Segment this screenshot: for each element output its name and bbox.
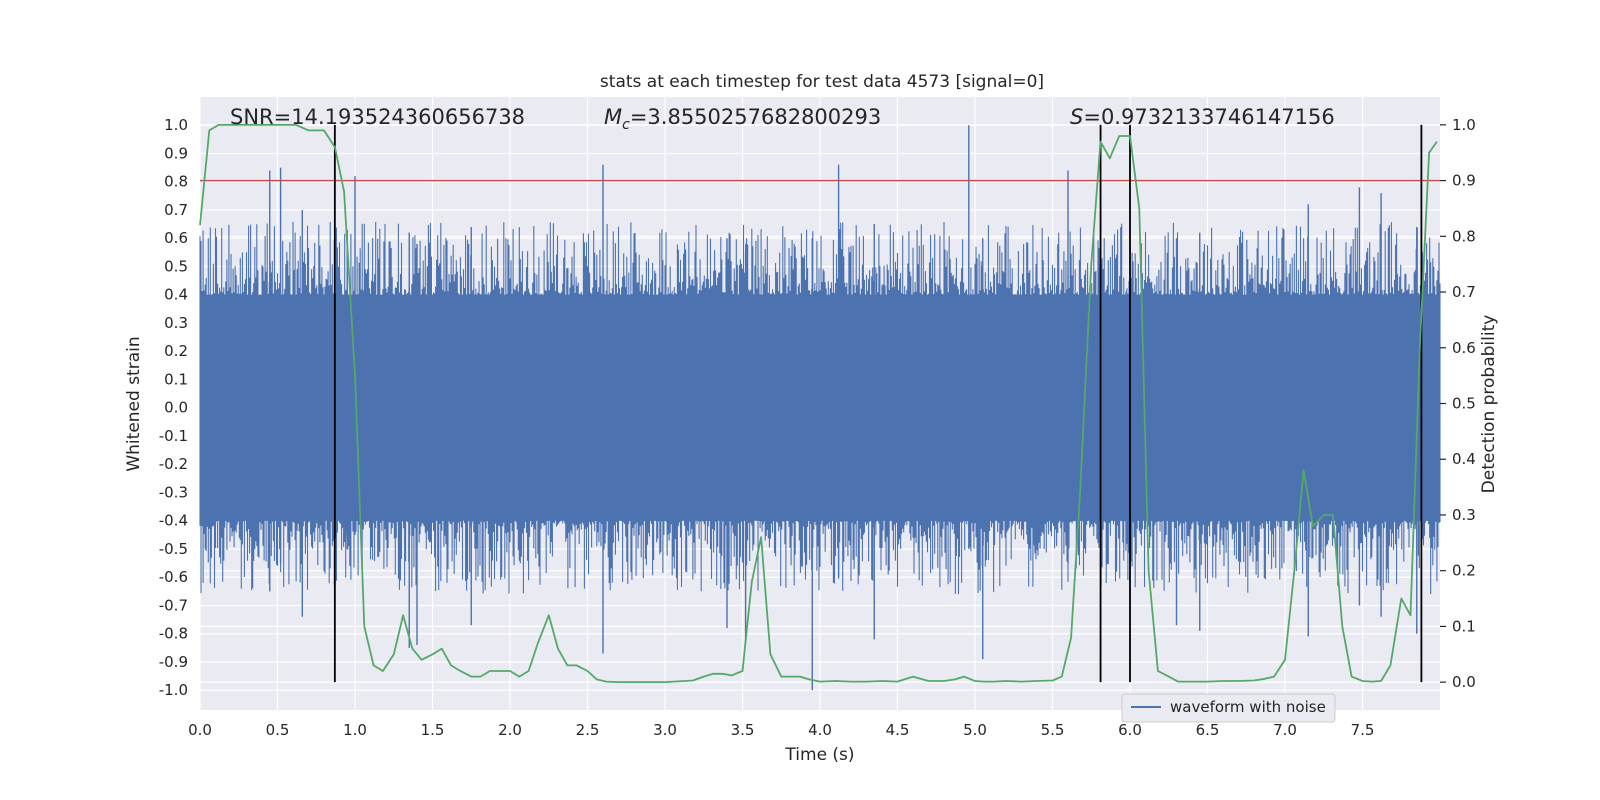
y-tick-label: -0.6 bbox=[159, 568, 188, 586]
y-tick-label: 1.0 bbox=[164, 116, 188, 134]
y-tick-label: -1.0 bbox=[159, 681, 188, 699]
x-tick-label: 5.5 bbox=[1041, 721, 1065, 739]
x-tick-label: 5.0 bbox=[963, 721, 987, 739]
s-value: =0.9732133746147156 bbox=[1083, 105, 1334, 129]
s-annotation: S=0.9732133746147156 bbox=[1070, 105, 1335, 129]
y2-tick-label: 0.6 bbox=[1452, 339, 1476, 357]
waveform-line bbox=[199, 221, 1441, 595]
y-tick-label: 0.5 bbox=[164, 257, 188, 275]
y-tick-label: 0.8 bbox=[164, 173, 188, 191]
x-tick-label: 6.5 bbox=[1196, 721, 1220, 739]
legend: waveform with noise bbox=[1121, 693, 1336, 723]
y2-tick-label: 0.7 bbox=[1452, 283, 1476, 301]
x-tick-label: 7.5 bbox=[1351, 721, 1375, 739]
y-tick-label: -0.9 bbox=[159, 653, 188, 671]
x-tick-label: 0.0 bbox=[188, 721, 212, 739]
x-tick-label: 1.5 bbox=[421, 721, 445, 739]
x-axis-ticks: 0.0 0.5 1.0 1.5 2.0 2.5 3.0 3.5 4.0 4.5 5.0 5.5 6.0 6… bbox=[188, 721, 1374, 739]
x-tick-label: 3.5 bbox=[731, 721, 755, 739]
overlay bbox=[199, 124, 1440, 683]
y2-tick-label: 0.8 bbox=[1452, 227, 1476, 245]
y-tick-label: 0.4 bbox=[164, 286, 188, 304]
y2-tick-label: 0.2 bbox=[1452, 562, 1476, 580]
chirp-mass-symbol: M bbox=[604, 105, 622, 129]
y-tick-label: 0.1 bbox=[164, 370, 188, 388]
y-tick-label: -0.7 bbox=[159, 596, 188, 614]
y-axis-label: Whitened strain bbox=[124, 336, 144, 471]
y-tick-label: 0.0 bbox=[164, 399, 188, 417]
x-tick-label: 4.5 bbox=[886, 721, 910, 739]
y2-tick-label: 0.9 bbox=[1452, 172, 1476, 190]
y2-tick-label: 0.3 bbox=[1452, 506, 1476, 524]
y-axis-ticks: 1.0 0.9 0.8 0.7 0.6 0.5 0.4 0.3 0.2 0.1 0.0 -0.1 -0.… bbox=[159, 116, 188, 699]
x-tick-label: 6.0 bbox=[1118, 721, 1142, 739]
x-tick-label: 2.0 bbox=[498, 721, 522, 739]
chirp-mass-value: =3.8550257682800293 bbox=[630, 105, 881, 129]
x-tick-label: 7.0 bbox=[1273, 721, 1297, 739]
y-tick-label: -0.1 bbox=[159, 427, 188, 445]
y-tick-label: 0.7 bbox=[164, 201, 188, 219]
y-tick-label: -0.4 bbox=[159, 512, 188, 530]
x-tick-label: 3.0 bbox=[653, 721, 677, 739]
y-tick-label: 0.2 bbox=[164, 342, 188, 360]
y-tick-label: 0.9 bbox=[164, 144, 188, 162]
x-tick-label: 0.5 bbox=[266, 721, 290, 739]
y-tick-label: 0.6 bbox=[164, 229, 188, 247]
legend-box bbox=[1121, 693, 1336, 723]
y-tick-label: -0.8 bbox=[159, 625, 188, 643]
y2-tick-label: 0.1 bbox=[1452, 617, 1476, 635]
y2-tick-label: 0.4 bbox=[1452, 450, 1476, 468]
y2-tick-label: 1.0 bbox=[1452, 116, 1476, 134]
y2-tick-label: 0.0 bbox=[1452, 673, 1476, 691]
snr-annotation: SNR=14.193524360656738 bbox=[230, 105, 525, 129]
chirp-mass-subscript: c bbox=[622, 117, 630, 133]
legend-label: waveform with noise bbox=[1170, 698, 1326, 716]
y-tick-label: 0.3 bbox=[164, 314, 188, 332]
y-tick-label: -0.5 bbox=[159, 540, 188, 558]
x-tick-label: 2.5 bbox=[576, 721, 600, 739]
waveform-series bbox=[199, 125, 1441, 691]
chirp-mass-annotation: Mc=3.8550257682800293 bbox=[604, 105, 881, 133]
y2-tick-label: 0.5 bbox=[1452, 395, 1476, 413]
y2-axis-label: Detection probability bbox=[1479, 315, 1499, 494]
y-tick-label: -0.2 bbox=[159, 455, 188, 473]
y2-axis-ticks: 1.0 0.9 0.8 0.7 0.6 0.5 0.4 0.3 0.2 0.1 0.0 bbox=[1440, 116, 1476, 691]
x-tick-label: 4.0 bbox=[808, 721, 832, 739]
y-tick-label: -0.3 bbox=[159, 483, 188, 501]
x-axis-label: Time (s) bbox=[784, 745, 854, 765]
chart-title: stats at each timestep for test data 457… bbox=[600, 72, 1044, 92]
s-symbol: S bbox=[1070, 105, 1083, 129]
x-tick-label: 1.0 bbox=[343, 721, 367, 739]
detection-probability-line bbox=[199, 124, 1438, 683]
